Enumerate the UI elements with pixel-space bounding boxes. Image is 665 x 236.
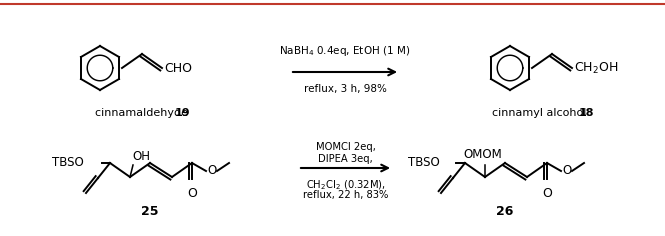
Text: OH: OH [132, 150, 150, 163]
Text: O: O [187, 187, 197, 200]
Text: 18: 18 [579, 108, 595, 118]
Text: TBSO: TBSO [52, 156, 84, 169]
Text: TBSO: TBSO [408, 156, 440, 169]
Text: OMOM: OMOM [464, 148, 502, 161]
Text: 19: 19 [175, 108, 191, 118]
Text: 26: 26 [496, 205, 513, 218]
Text: CH$_2$OH: CH$_2$OH [574, 60, 618, 76]
Text: reflux, 22 h, 83%: reflux, 22 h, 83% [303, 190, 388, 200]
Text: DIPEA 3eq,: DIPEA 3eq, [318, 154, 373, 164]
Text: cinnamaldehyde: cinnamaldehyde [95, 108, 192, 118]
Text: reflux, 3 h, 98%: reflux, 3 h, 98% [303, 84, 386, 94]
Text: O: O [207, 164, 216, 177]
Text: CH$_2$Cl$_2$ (0.32M),: CH$_2$Cl$_2$ (0.32M), [305, 178, 386, 192]
Text: 25: 25 [141, 205, 159, 218]
Text: NaBH$_4$ 0.4eq, EtOH (1 M): NaBH$_4$ 0.4eq, EtOH (1 M) [279, 44, 411, 58]
Text: O: O [542, 187, 552, 200]
Text: MOMCl 2eq,: MOMCl 2eq, [316, 142, 376, 152]
Text: cinnamyl alcohol: cinnamyl alcohol [492, 108, 590, 118]
Text: CHO: CHO [164, 62, 192, 75]
Text: O: O [562, 164, 571, 177]
